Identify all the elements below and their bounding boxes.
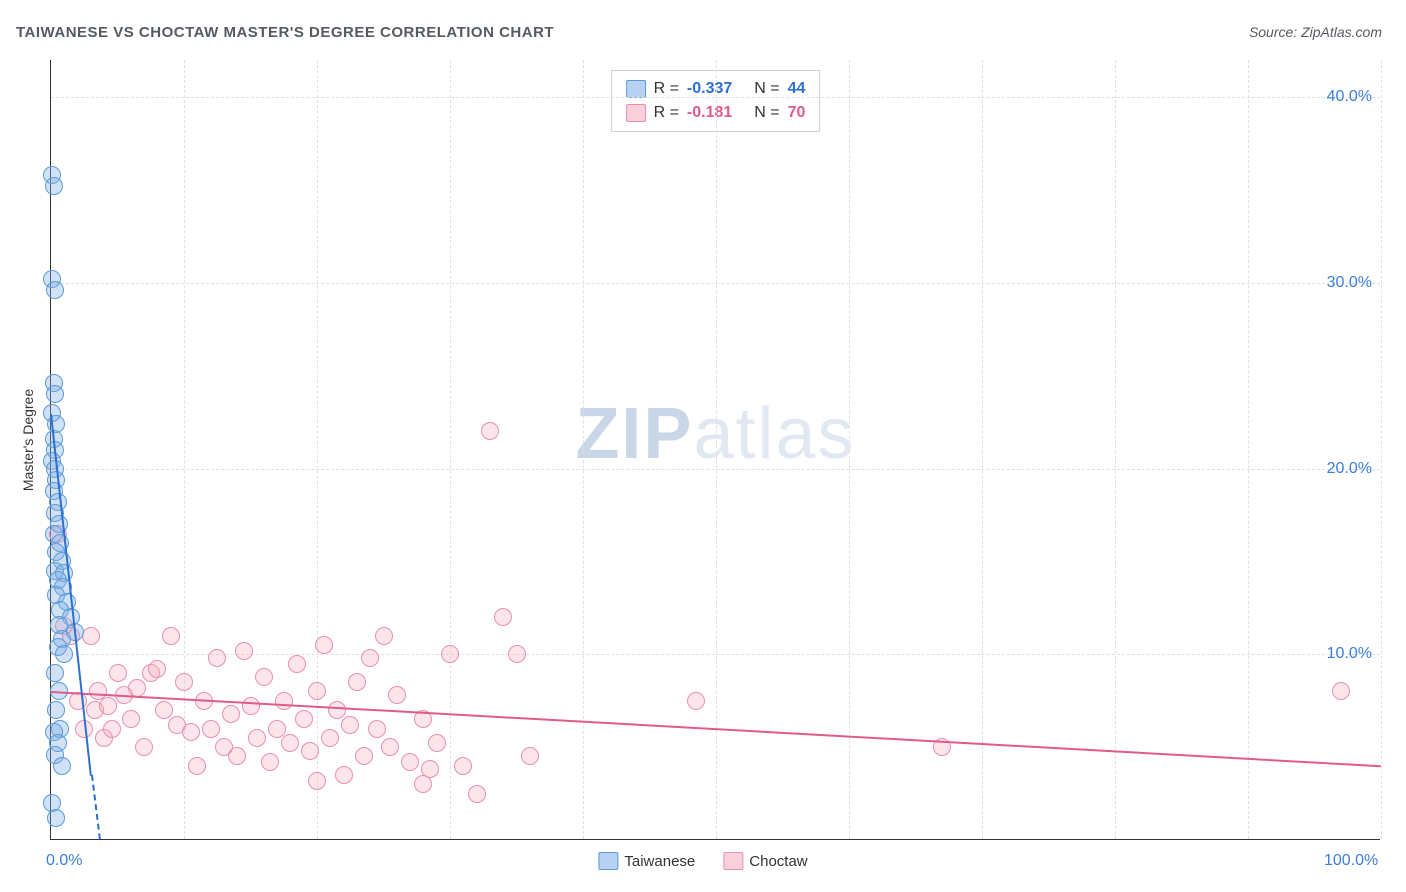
data-point <box>441 645 459 663</box>
data-point <box>494 608 512 626</box>
data-point <box>308 772 326 790</box>
x-tick-label: 100.0% <box>1324 852 1378 870</box>
data-point <box>281 734 299 752</box>
legend-swatch <box>626 80 646 98</box>
data-point <box>109 664 127 682</box>
data-point <box>148 660 166 678</box>
gridline-v <box>317 60 318 839</box>
source-label: Source: ZipAtlas.com <box>1249 24 1382 40</box>
data-point <box>47 809 65 827</box>
chart-title: TAIWANESE VS CHOCTAW MASTER'S DEGREE COR… <box>16 24 554 41</box>
data-point <box>335 766 353 784</box>
gridline-v <box>716 60 717 839</box>
legend-series-label: Taiwanese <box>624 853 695 870</box>
data-point <box>1332 682 1350 700</box>
data-point <box>162 627 180 645</box>
y-tick-label: 20.0% <box>1327 460 1372 478</box>
legend-n-value: 70 <box>788 101 806 125</box>
data-point <box>388 686 406 704</box>
y-tick-label: 30.0% <box>1327 274 1372 292</box>
data-point <box>202 720 220 738</box>
data-point <box>242 697 260 715</box>
data-point <box>188 757 206 775</box>
data-point <box>46 664 64 682</box>
legend-n-label: N = <box>754 101 779 125</box>
legend-swatch <box>626 104 646 122</box>
data-point <box>128 679 146 697</box>
data-point <box>295 710 313 728</box>
data-point <box>414 775 432 793</box>
legend-swatch <box>598 852 618 870</box>
data-point <box>454 757 472 775</box>
data-point <box>46 385 64 403</box>
data-point <box>208 649 226 667</box>
data-point <box>481 422 499 440</box>
data-point <box>521 747 539 765</box>
gridline-v <box>1115 60 1116 839</box>
data-point <box>348 673 366 691</box>
legend-series-item: Taiwanese <box>598 852 695 870</box>
data-point <box>401 753 419 771</box>
data-point <box>135 738 153 756</box>
legend-series: Taiwanese Choctaw <box>598 852 807 870</box>
legend-series-item: Choctaw <box>723 852 807 870</box>
data-point <box>182 723 200 741</box>
data-point <box>235 642 253 660</box>
data-point <box>328 701 346 719</box>
data-point <box>308 682 326 700</box>
x-tick-label: 0.0% <box>46 852 82 870</box>
legend-r-value: -0.181 <box>687 101 732 125</box>
data-point <box>381 738 399 756</box>
y-axis-label: Master's Degree <box>20 389 36 491</box>
plot-area: ZIPatlas R =-0.337N =44R =-0.181N =70 10… <box>50 60 1380 840</box>
data-point <box>508 645 526 663</box>
y-tick-label: 40.0% <box>1327 88 1372 106</box>
data-point <box>228 747 246 765</box>
data-point <box>47 701 65 719</box>
gridline-v <box>1248 60 1249 839</box>
data-point <box>428 734 446 752</box>
data-point <box>175 673 193 691</box>
data-point <box>55 645 73 663</box>
data-point <box>155 701 173 719</box>
trend-line-dashed <box>91 775 101 840</box>
data-point <box>222 705 240 723</box>
data-point <box>355 747 373 765</box>
data-point <box>255 668 273 686</box>
y-tick-label: 10.0% <box>1327 645 1372 663</box>
gridline-v <box>1381 60 1382 839</box>
data-point <box>468 785 486 803</box>
data-point <box>315 636 333 654</box>
data-point <box>375 627 393 645</box>
data-point <box>261 753 279 771</box>
watermark-atlas: atlas <box>693 394 855 474</box>
data-point <box>103 720 121 738</box>
data-point <box>368 720 386 738</box>
data-point <box>82 627 100 645</box>
data-point <box>45 177 63 195</box>
watermark-zip: ZIP <box>575 394 693 474</box>
data-point <box>46 281 64 299</box>
data-point <box>268 720 286 738</box>
legend-r-label: R = <box>654 101 679 125</box>
data-point <box>288 655 306 673</box>
data-point <box>275 692 293 710</box>
data-point <box>321 729 339 747</box>
legend-swatch <box>723 852 743 870</box>
data-point <box>53 757 71 775</box>
legend-series-label: Choctaw <box>749 853 807 870</box>
data-point <box>99 697 117 715</box>
data-point <box>122 710 140 728</box>
gridline-v <box>450 60 451 839</box>
data-point <box>361 649 379 667</box>
data-point <box>248 729 266 747</box>
gridline-v <box>982 60 983 839</box>
data-point <box>341 716 359 734</box>
data-point <box>687 692 705 710</box>
gridline-v <box>849 60 850 839</box>
data-point <box>301 742 319 760</box>
